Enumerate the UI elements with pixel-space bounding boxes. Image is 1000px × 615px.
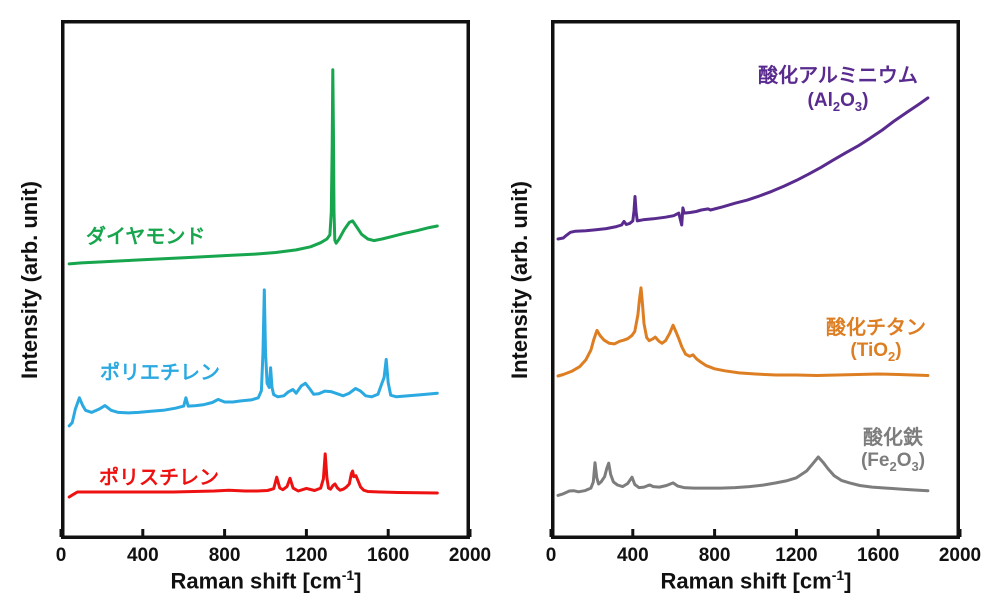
- y-axis-title-right: Intensity (arb. unit): [507, 181, 532, 379]
- tio2-close: ): [895, 340, 902, 361]
- label-iron-oxide: 酸化鉄: [863, 427, 923, 449]
- x-axis-title-right-sup: -1: [831, 567, 845, 583]
- al2o3-mid: O: [840, 90, 855, 111]
- spectrum-aluminum-oxide: [556, 96, 930, 241]
- tio2-open: (TiO: [850, 340, 889, 361]
- x-tick-label-0-left: 0: [55, 545, 67, 566]
- x-tick-label-800-left: 800: [208, 545, 241, 566]
- x-axis-title-right: Raman shift [cm-1]: [661, 567, 852, 594]
- spectrum-polyethylene: [67, 288, 439, 428]
- al2o3-close: ): [862, 90, 869, 111]
- x-tick-label-0-right: 0: [545, 545, 557, 566]
- fe2o3-sub1: 2: [889, 458, 897, 474]
- plot-frame: [61, 20, 470, 539]
- label-aluminum-oxide-formula: (Al2O3): [752, 90, 924, 114]
- tio2-sub1: 2: [888, 348, 896, 364]
- label-titanium-oxide: 酸化チタン: [826, 317, 926, 339]
- x-tick-label-1600-left: 1600: [367, 545, 410, 566]
- al2o3-sub2: 3: [854, 98, 863, 114]
- spectrum-titanium-oxide: [556, 286, 930, 378]
- x-tick-label-1200-right: 1200: [775, 545, 818, 566]
- x-tick-label-1600-right: 1600: [857, 545, 900, 566]
- spectrum-iron-oxide: [556, 455, 930, 497]
- x-axis-title-left: Raman shift [cm-1]: [171, 567, 362, 594]
- x-axis-title-right-text: Raman shift [cm: [660, 568, 832, 594]
- y-axis-title-left: Intensity (arb. unit): [17, 181, 42, 379]
- x-axis-title-right-close: ]: [844, 568, 852, 594]
- x-tick-label-2000-right: 2000: [938, 545, 982, 566]
- fe2o3-mid: O: [896, 450, 912, 471]
- x-tick-label-2000-left: 2000: [448, 545, 492, 566]
- fe2o3-open: (Fe: [860, 450, 890, 471]
- label-polystyrene: ポリスチレン: [99, 467, 219, 489]
- label-polyethylene: ポリエチレン: [100, 362, 220, 384]
- x-axis-title-left-close: ]: [354, 568, 362, 594]
- x-tick-label-400-right: 400: [616, 545, 649, 566]
- x-tick-label-1200-left: 1200: [285, 545, 328, 566]
- spectrum-polystyrene: [67, 452, 439, 499]
- label-diamond: ダイヤモンド: [86, 226, 206, 248]
- plot-frame: [551, 20, 960, 539]
- x-tick-label-800-right: 800: [698, 545, 731, 566]
- al2o3-sub1: 2: [832, 98, 841, 114]
- fe2o3-sub2: 3: [911, 458, 919, 474]
- label-titanium-oxide-formula: (TiO2): [823, 340, 929, 364]
- x-axis-title-left-text: Raman shift [cm: [170, 568, 342, 594]
- left-raman-plot: [59, 20, 472, 539]
- label-iron-oxide-formula: (Fe2O3): [845, 450, 941, 474]
- al2o3-open: (Al: [807, 90, 833, 111]
- x-axis-title-left-sup: -1: [341, 567, 355, 583]
- right-raman-plot: [549, 20, 962, 539]
- label-aluminum-oxide: 酸化アルミニウム: [758, 65, 918, 87]
- x-tick-label-400-left: 400: [126, 545, 159, 566]
- fe2o3-close: ): [918, 450, 926, 471]
- spectrum-diamond: [67, 68, 439, 266]
